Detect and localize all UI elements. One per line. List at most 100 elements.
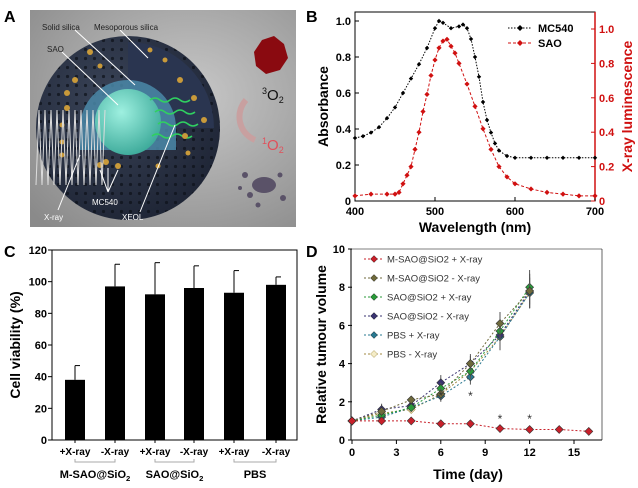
x-tick-label: 400 <box>346 206 364 218</box>
data-point <box>576 193 582 199</box>
data-point <box>404 172 410 178</box>
data-point <box>377 406 387 416</box>
significance-marker: * <box>438 389 443 403</box>
data-point <box>544 189 550 195</box>
data-point <box>584 426 594 436</box>
x-tick-label: 3 <box>393 447 399 459</box>
legend-label: SAO@SiO2 - X-ray <box>387 312 469 323</box>
data-point <box>496 148 502 153</box>
y-tick-label: 10 <box>333 244 345 256</box>
panel-label-a: A <box>4 9 16 26</box>
y-tick-label: 0 <box>339 435 345 447</box>
series-line <box>352 420 589 432</box>
data-point <box>377 416 387 426</box>
panel-label-c: C <box>4 244 16 261</box>
data-point <box>504 153 510 159</box>
bar <box>145 294 165 440</box>
mc540-particles <box>59 47 207 169</box>
data-point <box>368 130 374 135</box>
data-point <box>472 54 478 60</box>
group-bracket <box>74 459 116 463</box>
bar <box>184 288 204 440</box>
legend-marker <box>370 312 378 320</box>
y-tick-label: 0.4 <box>336 124 352 136</box>
y-tick-label: 8 <box>339 282 345 294</box>
absorbance-luminescence-chart: 400 500 600 70000.20.40.60.81.000.20.40.60.… <box>315 11 635 235</box>
y-tick-label: 4 <box>339 359 346 371</box>
y2-tick-label: 0.6 <box>599 93 614 105</box>
y-tick-label: 0.6 <box>336 88 351 100</box>
data-point <box>456 60 462 66</box>
data-point <box>360 134 366 139</box>
legend-label: PBS + X-ray <box>387 331 440 342</box>
leader-lines <box>57 29 176 213</box>
legend-label: SAO <box>538 38 562 50</box>
x-tick-label: +X-ray <box>60 447 91 458</box>
data-point <box>560 191 566 197</box>
data-point <box>440 20 446 25</box>
data-point <box>352 193 358 199</box>
data-point <box>384 191 390 197</box>
data-point <box>436 45 442 51</box>
conversion-arrow-icon <box>236 97 257 143</box>
data-point <box>592 155 598 160</box>
data-point <box>406 395 416 405</box>
y-tick-label: 40 <box>35 372 47 384</box>
group-bracket <box>154 459 195 463</box>
label-solid-silica: Solid silica <box>42 23 80 32</box>
legend-label: M-SAO@SiO2 + X-ray <box>387 255 483 266</box>
y-axis-label: Relative tumour volume <box>313 265 329 424</box>
data-point <box>424 91 430 97</box>
data-point <box>544 155 550 160</box>
data-point <box>406 403 416 412</box>
legend-marker <box>370 274 378 282</box>
data-point <box>504 174 510 180</box>
data-point <box>525 425 535 434</box>
data-point <box>432 57 438 63</box>
y-tick-label: 60 <box>35 340 47 352</box>
data-point <box>412 146 418 152</box>
data-point <box>428 72 434 79</box>
dead-cell-debris-icon <box>238 172 286 208</box>
data-point <box>512 155 518 160</box>
group-bracket <box>233 459 277 463</box>
x-axis-label: Time (day) <box>433 466 503 482</box>
data-point <box>432 26 438 31</box>
y-tick-label: 0 <box>41 435 47 447</box>
x-tick-label: -X-ray <box>180 447 209 458</box>
data-point <box>465 359 475 369</box>
y-tick-label: 0 <box>345 196 351 208</box>
data-point <box>400 181 406 187</box>
data-point <box>384 116 390 121</box>
x-tick-label: 6 <box>438 447 444 459</box>
data-point <box>495 424 505 433</box>
data-point <box>560 155 566 160</box>
data-point <box>448 43 454 49</box>
data-point <box>416 129 422 135</box>
legend-marker <box>517 25 523 31</box>
y-tick-label: 120 <box>29 245 47 257</box>
bar <box>224 292 244 440</box>
data-point <box>406 416 416 426</box>
y-tick-label: 100 <box>29 277 47 289</box>
data-point <box>416 62 422 67</box>
data-point <box>424 45 430 51</box>
bar <box>105 286 125 440</box>
data-point <box>408 76 414 81</box>
y2-tick-label: 0 <box>599 196 605 208</box>
x-tick-label: 500 <box>426 206 444 218</box>
data-point <box>496 164 502 170</box>
data-point <box>444 36 450 42</box>
x-tick-label: -X-ray <box>101 447 130 458</box>
data-point <box>488 146 494 152</box>
group-label: M-SAO@SiO2 <box>60 469 131 483</box>
label-mc540: MC540 <box>92 198 118 207</box>
y-tick-label: 6 <box>339 320 345 332</box>
data-point <box>436 419 446 429</box>
data-point <box>472 103 478 109</box>
x-axis-label: Wavelength (nm) <box>419 219 531 235</box>
x-tick-label: 600 <box>506 206 524 218</box>
y-axis-label: Absorbance <box>315 66 331 147</box>
data-point <box>400 90 406 96</box>
